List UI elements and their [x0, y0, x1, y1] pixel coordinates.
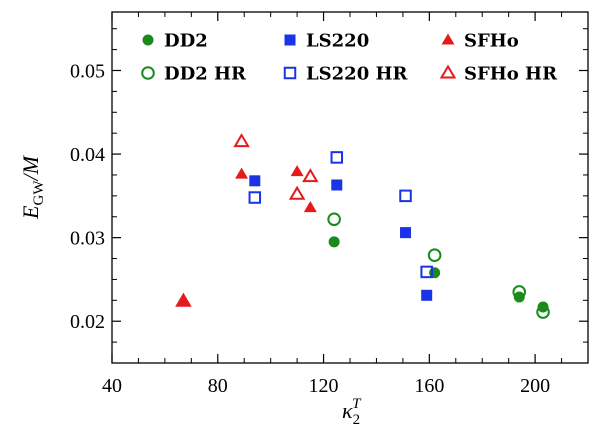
- axis-ticks: [111, 12, 589, 363]
- legend: DD2 LS220 SFHo DD2 HR LS220 HR SFHo HR: [141, 31, 558, 85]
- y-tick-label: 0.03: [70, 228, 105, 250]
- legend-marker-sfho-hr: [439, 64, 457, 79]
- legend-marker-dd2: [142, 34, 154, 46]
- legend-marker-ls220: [284, 34, 296, 46]
- legend-marker-dd2-hr: [141, 66, 155, 80]
- dd2-point: [328, 236, 340, 248]
- sfho-hr-point: [302, 168, 319, 183]
- ls220-hr-point: [330, 151, 344, 164]
- dd2-hr-point: [427, 248, 442, 262]
- y-tick-label: 0.02: [70, 311, 105, 333]
- legend-label-dd2: DD2: [164, 31, 208, 52]
- legend-label-sfho: SFHo: [464, 31, 519, 52]
- y-tick-label: 0.05: [70, 61, 105, 83]
- ls220-point: [400, 227, 412, 239]
- sfho-point: [176, 294, 190, 306]
- sfho-point: [303, 201, 317, 213]
- ls220-hr-point: [248, 191, 262, 204]
- dd2-hr-point: [536, 305, 550, 319]
- legend-label-ls220: LS220: [306, 31, 369, 52]
- ls220-point: [331, 179, 343, 191]
- y-axis-label: EGW/M: [18, 154, 47, 220]
- dd2-hr-point: [327, 212, 341, 227]
- sfho-point: [235, 167, 249, 179]
- ls220-hr-point: [420, 265, 433, 279]
- x-tick-label: 120: [309, 375, 339, 397]
- y-tick-label: 0.04: [70, 144, 105, 166]
- legend-label-sfho-hr: SFHo HR: [464, 64, 558, 85]
- axis-tick-labels: 40 80 120 160 200 0.02 0.03 0.04 0.05: [70, 61, 550, 398]
- sfho-hr-point: [288, 185, 306, 200]
- dd2-hr-point: [512, 285, 527, 299]
- sfho-hr-point: [175, 292, 192, 307]
- sfho-point: [290, 165, 304, 177]
- x-tick-label: 200: [520, 375, 550, 397]
- ls220-hr-point: [399, 189, 412, 203]
- x-tick-label: 40: [102, 375, 122, 397]
- legend-label-ls220-hr: LS220 HR: [306, 64, 409, 85]
- sfho-hr-point: [233, 133, 250, 148]
- x-tick-label: 80: [208, 375, 228, 397]
- legend-marker-sfho: [441, 33, 455, 45]
- x-axis-label: κ2T: [342, 396, 362, 428]
- data-points: [175, 133, 550, 319]
- legend-label-dd2-hr: DD2 HR: [164, 64, 247, 85]
- ls220-point: [249, 175, 261, 187]
- ls220-point: [421, 289, 433, 301]
- x-tick-label: 160: [414, 375, 444, 397]
- legend-marker-ls220-hr: [283, 66, 297, 80]
